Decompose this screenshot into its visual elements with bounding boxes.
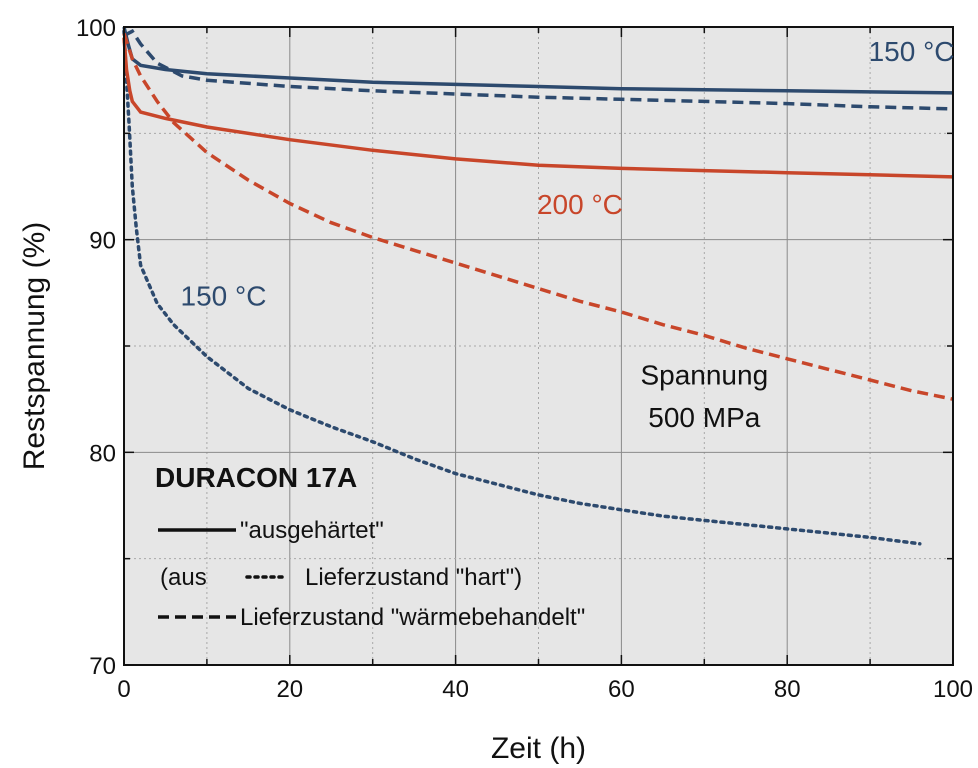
- y-tick-label: 80: [89, 440, 116, 467]
- legend-prefix: (aus: [160, 564, 207, 591]
- legend-label: "ausgehärtet": [240, 517, 384, 544]
- legend-label: Lieferzustand "hart"): [305, 564, 522, 591]
- y-tick-label: 100: [76, 15, 116, 42]
- legend: DURACON 17A "ausgehärtet" (aus Lieferzusta…: [155, 462, 585, 631]
- annotation-label: 200 °C: [537, 189, 623, 220]
- series-line-1-dashed: [123, 29, 954, 111]
- annotation-label: Spannung: [640, 359, 768, 390]
- annotation-label: 150 °C: [869, 36, 955, 67]
- y-tick-label: 90: [89, 228, 116, 255]
- x-tick-label: 60: [608, 676, 635, 703]
- y-axis-title: Restspannung (%): [18, 222, 51, 470]
- x-tick-label: 0: [117, 676, 130, 703]
- legend-title: DURACON 17A: [155, 462, 357, 493]
- series-line-4-dashed: [122, 32, 954, 401]
- axis-ticks: [123, 26, 954, 666]
- legend-label: Lieferzustand "wärmebehandelt": [240, 604, 585, 631]
- series-line-2-dotted: [122, 29, 922, 546]
- x-axis-title: Zeit (h): [491, 732, 586, 765]
- x-tick-label: 100: [933, 676, 973, 703]
- annotation-label: 500 MPa: [648, 402, 760, 433]
- annotation-label: 150 °C: [181, 281, 267, 312]
- x-tick-label: 40: [442, 676, 469, 703]
- series-line-0-solid: [122, 26, 954, 95]
- series-layer: [122, 26, 954, 546]
- series-line-3-solid: [122, 37, 954, 179]
- x-tick-label: 80: [774, 676, 801, 703]
- x-tick-label: 20: [276, 676, 303, 703]
- tick-labels: 0 20 40 60 80 100 70 80 90 100: [76, 15, 973, 703]
- y-tick-label: 70: [89, 653, 116, 680]
- annotations: 150 °C 200 °C 150 °C Spannung 500 MPa: [181, 36, 955, 433]
